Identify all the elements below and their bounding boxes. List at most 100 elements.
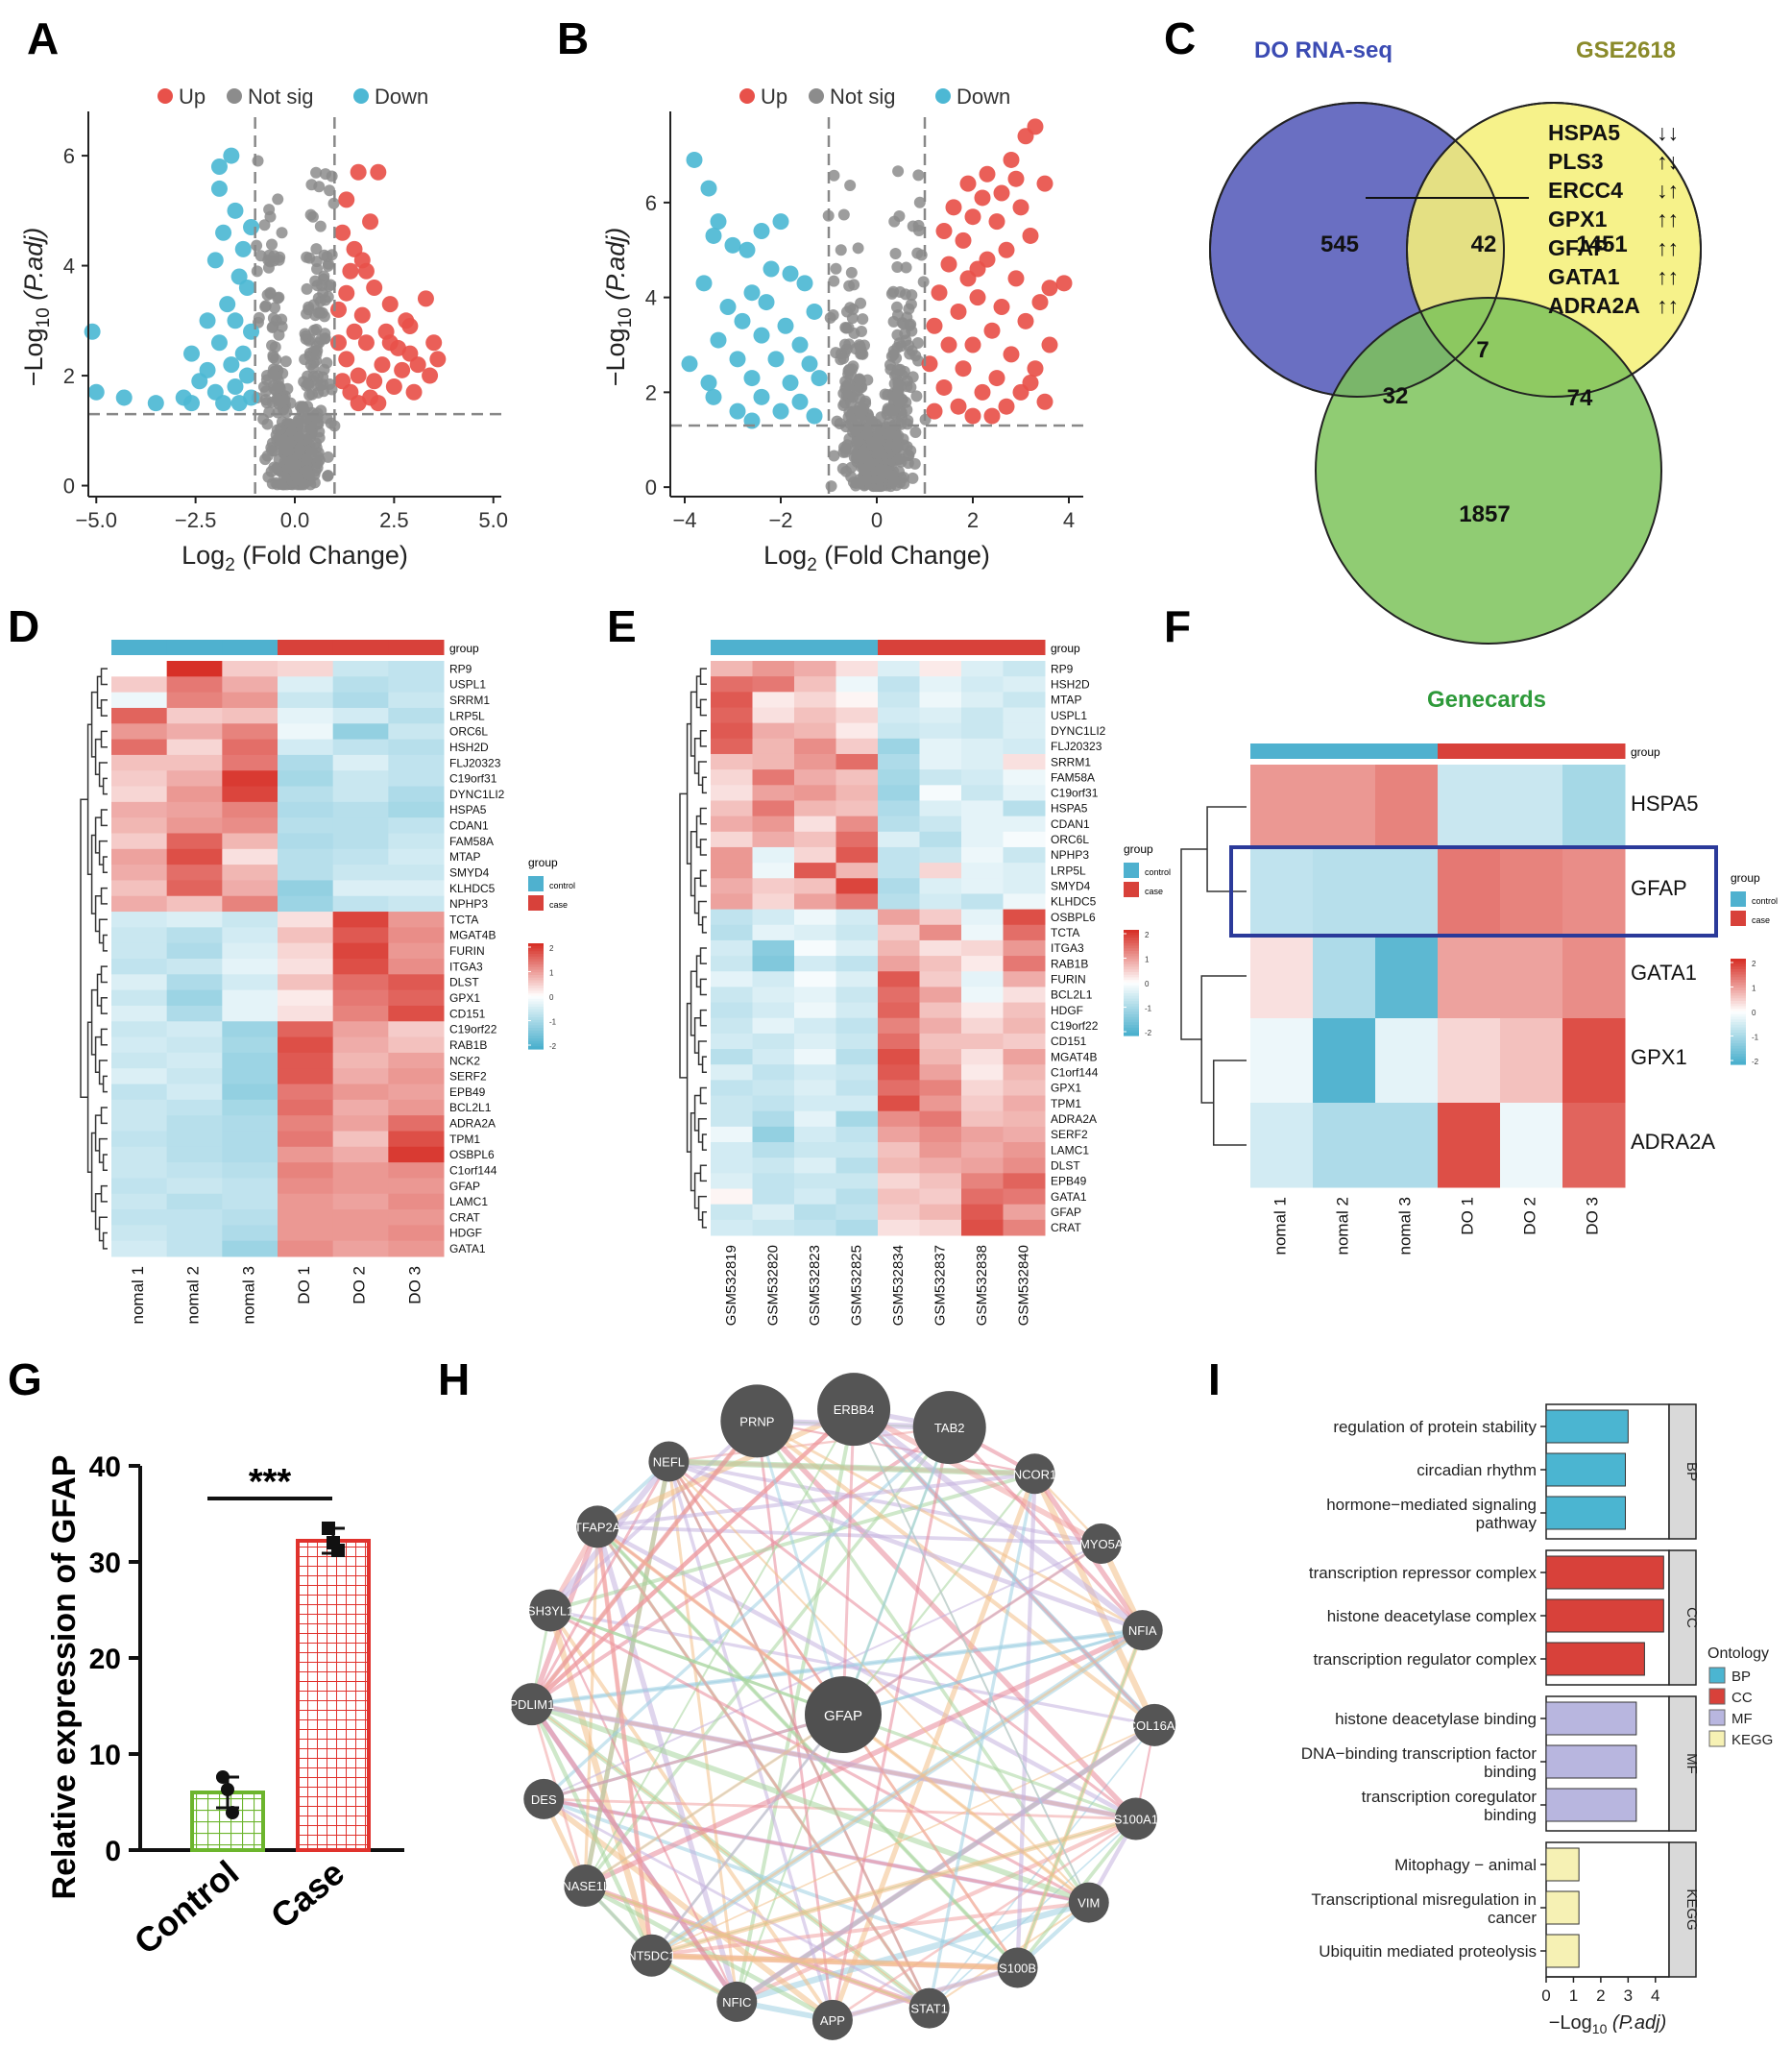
- heatmap-cell: [332, 1178, 389, 1195]
- heatmap-cell: [111, 1068, 168, 1085]
- color-scale-step: [1731, 1022, 1746, 1026]
- dendrogram-branch: [100, 699, 108, 717]
- heatmap-cell: [388, 1084, 445, 1101]
- heatmap-cell: [332, 833, 389, 850]
- notsig-point: [324, 184, 336, 197]
- heatmap-cell: [111, 1115, 168, 1132]
- heatmap-cell: [919, 676, 962, 693]
- heatmap-cell: [332, 1225, 389, 1242]
- heatmap-cell: [835, 800, 879, 817]
- heatmap-cell: [878, 924, 920, 941]
- x-axis-label: Log2 (Fold Change): [182, 541, 408, 575]
- notsig-point: [849, 425, 861, 437]
- heatmap-cell: [711, 1142, 753, 1158]
- notsig-point: [917, 276, 930, 288]
- color-scale-step: [1731, 1059, 1746, 1062]
- color-scale-step: [1731, 1040, 1746, 1044]
- panel-letter-a: A: [27, 13, 59, 63]
- heatmap-cell: [111, 927, 168, 944]
- up-point: [950, 398, 967, 415]
- down-point: [791, 336, 809, 353]
- venn-gene-arrows: ↑↑: [1657, 235, 1679, 260]
- dendrogram-branch: [100, 1184, 108, 1203]
- heatmap-cell: [1003, 1033, 1046, 1050]
- heatmap-cell: [752, 1033, 795, 1050]
- heatmap-cell: [878, 893, 920, 911]
- notsig-point: [911, 337, 924, 350]
- color-scale-step: [1731, 1019, 1746, 1023]
- color-scale-label: 2: [1145, 931, 1150, 939]
- column-label: GSM532819: [723, 1245, 739, 1326]
- heatmap-cell: [711, 1033, 753, 1050]
- x-tick-label: 3: [1624, 1986, 1633, 2005]
- down-point: [681, 355, 698, 373]
- term-label: pathway: [1476, 1514, 1538, 1532]
- heatmap-cell: [111, 912, 168, 928]
- group-bar-cell: [835, 640, 879, 655]
- dendrogram-branch: [699, 668, 707, 685]
- heatmap-cell: [711, 661, 753, 677]
- heatmap-cell: [711, 1017, 753, 1035]
- heatmap-cell: [752, 987, 795, 1004]
- down-point: [227, 202, 244, 219]
- notsig-point: [904, 348, 916, 360]
- heatmap-cell: [752, 1110, 795, 1128]
- color-scale-step: [1731, 961, 1746, 965]
- enrichment-bar: [1545, 1496, 1626, 1530]
- color-scale-step: [1731, 992, 1746, 997]
- heatmap-cell: [835, 1110, 879, 1128]
- down-point: [147, 395, 164, 412]
- heatmap-cell: [961, 676, 1004, 693]
- color-scale-step: [528, 945, 544, 950]
- venn-gene-adra2a: ADRA2A: [1548, 293, 1640, 318]
- legend-marker-not-sig: [227, 88, 242, 104]
- heatmap-cell: [961, 692, 1004, 708]
- y-axis-label: −Log10 (P.adj): [19, 228, 54, 387]
- volcano-plot-b: Up Not sig Down −4 −2 0 2 4 0 2 4 6 Log2 (Fold Chang…: [601, 85, 1083, 575]
- heatmap-cell: [166, 942, 223, 960]
- row-label-dlst: DLST: [1051, 1158, 1080, 1172]
- notsig-point: [317, 371, 329, 383]
- row-label-crat: CRAT: [449, 1210, 480, 1224]
- notsig-point: [907, 220, 919, 232]
- heatmap-cell: [835, 1158, 879, 1174]
- notsig-point: [913, 196, 926, 208]
- row-label-epb49: EPB49: [449, 1085, 486, 1099]
- up-point: [409, 356, 426, 374]
- term-label: transcription regulator complex: [1314, 1650, 1538, 1669]
- heatmap-cell: [332, 1005, 389, 1022]
- heatmap-cell: [278, 707, 334, 724]
- notsig-point: [269, 341, 281, 353]
- notsig-point: [271, 392, 283, 404]
- row-label-nphp3: NPHP3: [449, 897, 488, 911]
- heatmap-cell: [166, 1178, 223, 1195]
- color-scale-step: [528, 1007, 544, 1011]
- color-scale-step: [1124, 1011, 1139, 1015]
- heatmap-cell: [278, 1162, 334, 1179]
- up-point: [935, 378, 953, 396]
- heatmap-cell: [1375, 765, 1439, 850]
- notsig-point: [270, 429, 282, 442]
- heatmap-cell: [1313, 1103, 1376, 1188]
- notsig-point: [261, 418, 274, 430]
- heatmap-cell: [711, 1158, 753, 1174]
- heatmap-cell: [1003, 1080, 1046, 1097]
- notsig-point: [887, 285, 900, 298]
- heatmap-cell: [278, 912, 334, 928]
- row-label-tcta: TCTA: [1051, 926, 1079, 939]
- color-scale-step: [528, 1001, 544, 1005]
- heatmap-cell: [388, 895, 445, 913]
- heatmap-cell: [222, 865, 278, 881]
- notsig-point: [321, 251, 333, 263]
- heatmap-cell: [961, 769, 1004, 786]
- color-scale-label: 0: [1145, 980, 1150, 988]
- color-scale-step: [1731, 990, 1746, 994]
- heatmap-title: Genecards: [1427, 687, 1546, 713]
- venn-gene-hspa5: HSPA5: [1548, 120, 1620, 145]
- dendrogram-branch: [100, 809, 108, 827]
- x-tick-label: −2.5: [175, 508, 216, 532]
- notsig-point: [259, 300, 272, 312]
- color-scale-step: [1124, 987, 1139, 991]
- network-node-label-nfic: NFIC: [722, 1995, 751, 2010]
- heatmap-cell: [752, 971, 795, 987]
